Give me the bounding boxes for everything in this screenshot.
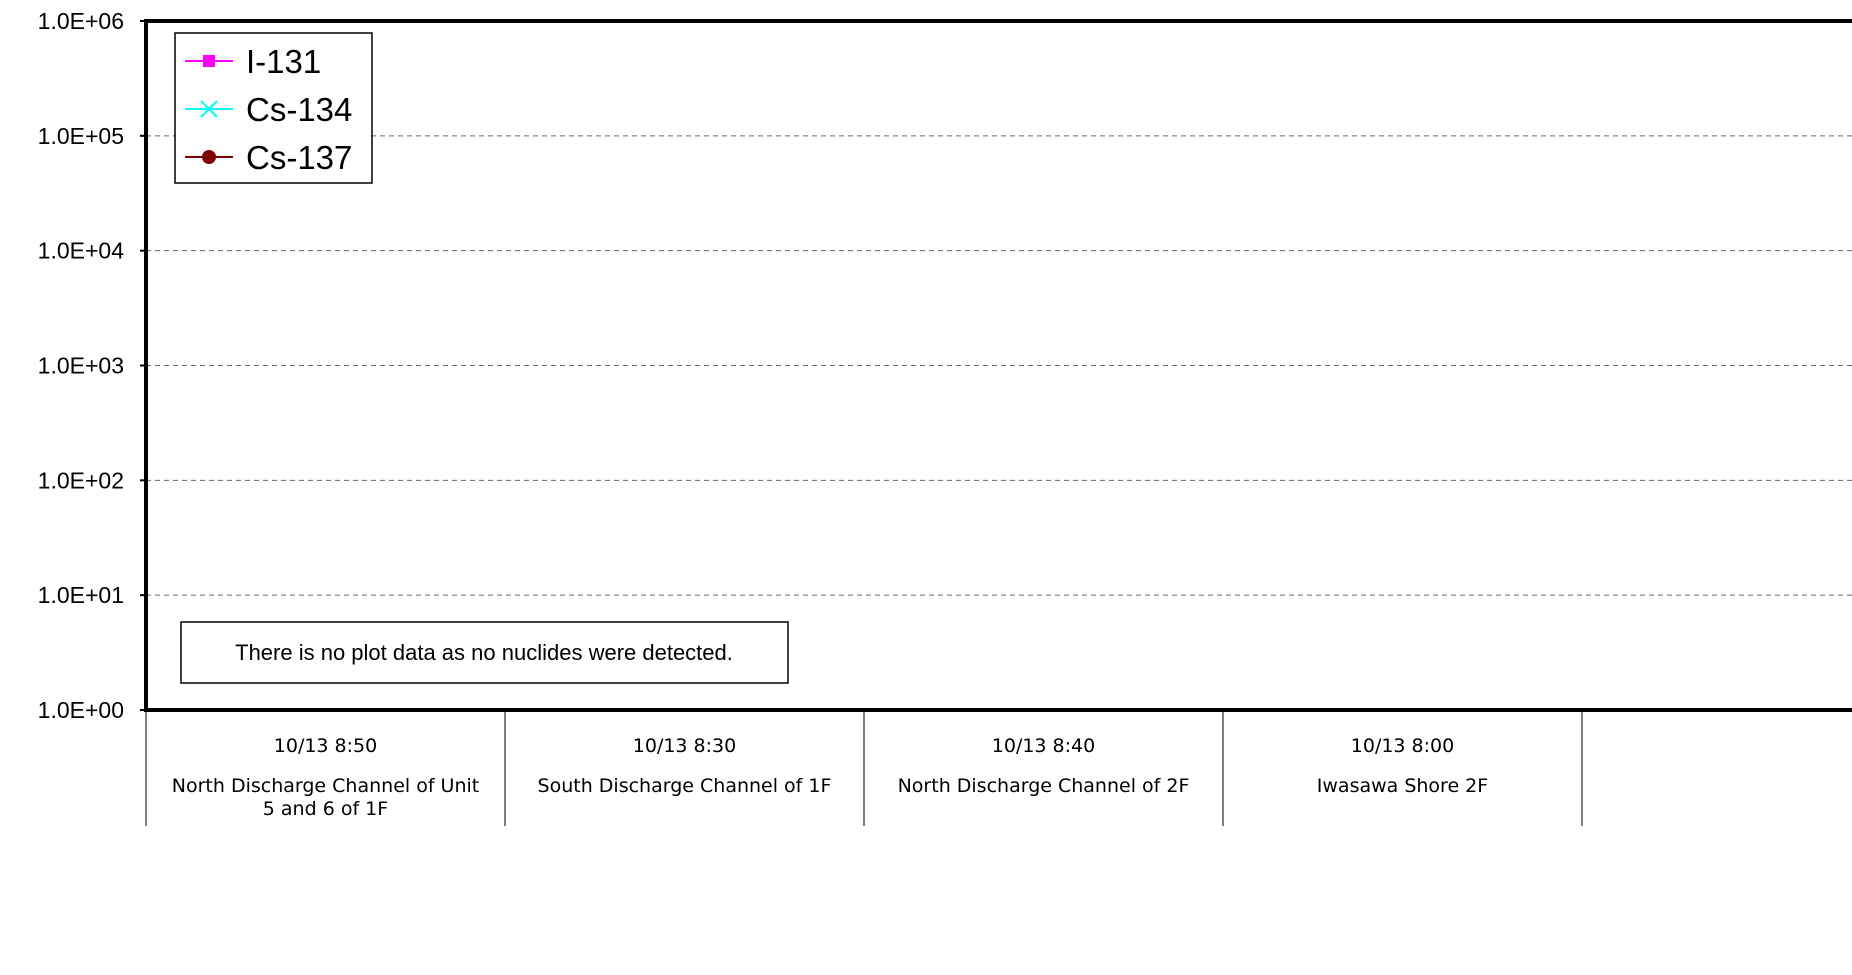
category-time-label: 10/13 8:30 [633, 735, 736, 757]
category-location-label: North Discharge Channel of Unit [172, 775, 479, 797]
legend-marker-square [203, 55, 215, 67]
y-axis-tick-labels: 1.0E+00 1.0E+01 1.0E+02 1.0E+03 1.0E+04 1.0E+… [38, 8, 146, 723]
y-tick-label: 1.0E+01 [38, 582, 124, 608]
y-tick-label: 1.0E+03 [38, 353, 124, 379]
category-time-label: 10/13 8:50 [274, 735, 377, 757]
plot-area-frame [144, 19, 1852, 712]
legend-marker-x [200, 100, 218, 118]
y-tick-label: 1.0E+05 [38, 123, 124, 149]
legend-entry-label: Cs-134 [246, 91, 352, 128]
category-location-label: 5 and 6 of 1F [263, 798, 388, 820]
x-axis-categories: 10/13 8:50 North Discharge Channel of Uni… [145, 710, 1583, 826]
legend-marker-circle [202, 150, 216, 164]
category-location-label: North Discharge Channel of 2F [898, 775, 1190, 797]
category-time-label: 10/13 8:00 [1351, 735, 1454, 757]
category-location-label: Iwasawa Shore 2F [1317, 775, 1488, 797]
legend: I-131 Cs-134 Cs-137 [174, 32, 373, 184]
category-location-label: South Discharge Channel of 1F [538, 775, 832, 797]
y-tick-label: 1.0E+06 [38, 8, 124, 34]
category-time-label: 10/13 8:40 [992, 735, 1095, 757]
y-tick-label: 1.0E+00 [38, 697, 124, 723]
legend-entry-label: I-131 [246, 43, 321, 80]
no-data-annotation: There is no plot data as no nuclides wer… [180, 621, 789, 684]
y-tick-label: 1.0E+02 [38, 467, 124, 493]
y-tick-label: 1.0E+04 [38, 238, 125, 264]
annotation-text: There is no plot data as no nuclides wer… [235, 640, 733, 665]
legend-entry-label: Cs-137 [246, 139, 352, 176]
annotation-box [180, 621, 789, 684]
